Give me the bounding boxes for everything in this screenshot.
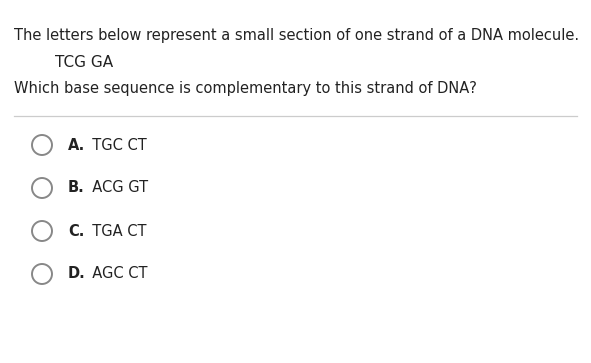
Text: AGC CT: AGC CT [83,266,148,281]
Text: C.: C. [68,224,85,238]
Text: TGC CT: TGC CT [83,138,147,152]
Text: B.: B. [68,180,85,196]
Text: The letters below represent a small section of one strand of a DNA molecule.: The letters below represent a small sect… [14,28,579,43]
Text: TCG GA: TCG GA [55,55,113,70]
Text: D.: D. [68,266,86,281]
Text: Which base sequence is complementary to this strand of DNA?: Which base sequence is complementary to … [14,81,477,96]
Text: ACG GT: ACG GT [83,180,148,196]
Text: TGA CT: TGA CT [83,224,147,238]
Text: A.: A. [68,138,85,152]
